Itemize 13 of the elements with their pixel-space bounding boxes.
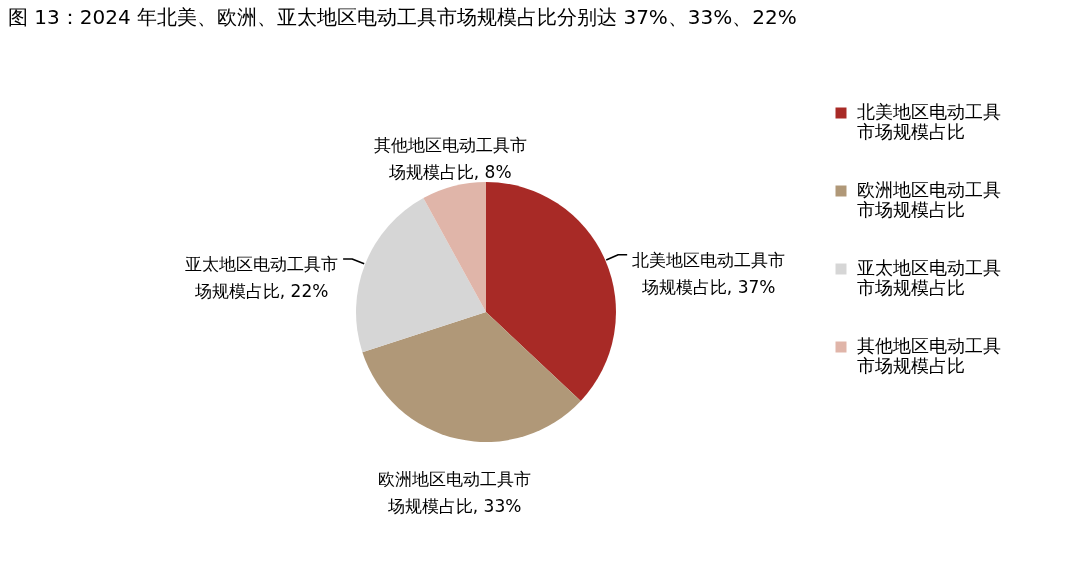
pie-slice	[356, 198, 486, 353]
legend-label: 欧洲地区电动工具市场规模占比	[857, 179, 1001, 220]
legend-label: 北美地区电动工具市场规模占比	[857, 101, 1001, 142]
legend-label: 其他地区电动工具市场规模占比	[857, 335, 1001, 376]
data-label: 欧洲地区电动工具市场规模占比, 33%	[378, 468, 532, 516]
pie-slice	[423, 182, 486, 312]
legend-label: 亚太地区电动工具市场规模占比	[857, 257, 1001, 298]
pie-slice	[486, 182, 616, 401]
data-label: 其他地区电动工具市场规模占比, 8%	[373, 134, 527, 182]
pie-slice	[362, 312, 581, 442]
data-label: 北美地区电动工具市场规模占比, 37%	[632, 249, 786, 297]
chart-title: 图 13：2024 年北美、欧洲、亚太地区电动工具市场规模占比分别达 37%、33%、22%	[8, 5, 797, 29]
data-label: 亚太地区电动工具市场规模占比, 22%	[185, 253, 339, 301]
